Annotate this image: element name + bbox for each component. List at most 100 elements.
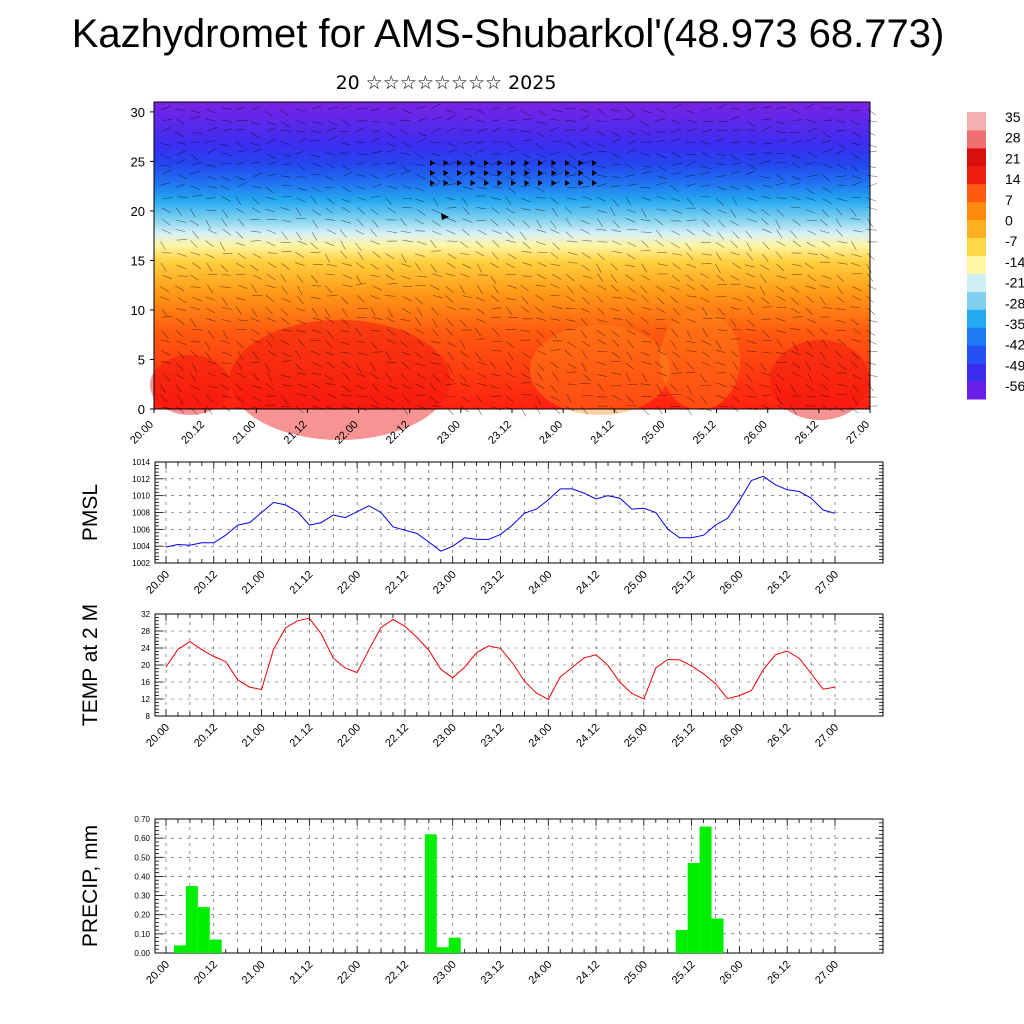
wind-barb xyxy=(477,229,487,236)
precip-x-tick-label: 26.12 xyxy=(765,959,793,987)
wind-barb xyxy=(851,253,862,258)
wind-barb xyxy=(716,198,724,206)
wind-barb xyxy=(656,405,663,415)
wind-barb xyxy=(747,306,754,316)
wind-barb xyxy=(342,262,352,267)
wind-barb xyxy=(790,384,797,394)
wind-barb xyxy=(867,175,878,177)
wind-barb xyxy=(686,330,692,340)
wind-barb xyxy=(280,374,291,378)
precip-y-tick-label: 0.60 xyxy=(134,834,150,843)
cool-pocket xyxy=(660,310,740,410)
wind-barb xyxy=(250,339,261,344)
wind-barb xyxy=(821,140,832,144)
wind-barb xyxy=(822,307,833,309)
wind-barb xyxy=(612,338,620,347)
wind-barb xyxy=(625,196,632,206)
wind-barb xyxy=(564,349,573,358)
wind-barb xyxy=(386,162,397,164)
jet-flag xyxy=(443,160,449,166)
wind-barb xyxy=(267,372,273,382)
wind-barb xyxy=(657,263,668,267)
wind-barb xyxy=(806,242,816,248)
wind-barb xyxy=(207,127,217,132)
wind-barb xyxy=(400,169,410,175)
wind-barb xyxy=(475,141,486,144)
wind-barb xyxy=(807,230,817,236)
wind-barb xyxy=(190,220,199,226)
wind-barb xyxy=(327,264,337,267)
wind-barb xyxy=(251,308,258,318)
temp-y-tick-label: 32 xyxy=(141,610,150,619)
wind-barb xyxy=(297,338,306,347)
wind-barb xyxy=(730,385,740,390)
wind-barb xyxy=(597,319,608,323)
wind-barb xyxy=(819,296,827,306)
wind-barb xyxy=(819,218,828,226)
wind-barb xyxy=(310,339,321,342)
wind-barb xyxy=(461,361,469,371)
wind-barb xyxy=(550,119,561,121)
wind-barb xyxy=(281,395,289,404)
wind-barb xyxy=(505,372,516,378)
wind-barb xyxy=(641,110,652,113)
wind-barb xyxy=(355,283,366,285)
heatmap-y-tick-label: 30 xyxy=(131,105,145,120)
wind-barb xyxy=(640,285,648,294)
wind-barb xyxy=(431,116,442,120)
wind-barb xyxy=(177,174,188,179)
wind-barb xyxy=(190,208,196,218)
wind-barb xyxy=(492,284,499,294)
pmsl-x-tick-label: 23.00 xyxy=(431,569,459,597)
wind-barb xyxy=(535,396,542,405)
wind-barb xyxy=(222,152,233,157)
wind-barb xyxy=(265,186,274,194)
wind-barb xyxy=(626,209,636,213)
wind-barb xyxy=(791,162,801,169)
wind-barb xyxy=(761,209,770,216)
wind-barb xyxy=(775,182,786,186)
wind-barb xyxy=(567,363,577,369)
wind-barb xyxy=(657,371,667,377)
wind-barb xyxy=(204,253,215,259)
pmsl-x-tick-label: 24.12 xyxy=(574,569,602,597)
wind-barb xyxy=(550,283,560,289)
wind-barb xyxy=(656,182,666,186)
wind-barb xyxy=(867,206,878,211)
wind-barb xyxy=(760,160,770,164)
wind-barb xyxy=(747,163,757,170)
wind-barb xyxy=(311,329,322,334)
wind-barb xyxy=(370,263,379,270)
wind-barb xyxy=(852,175,862,180)
wind-barb xyxy=(505,297,516,301)
wind-barb xyxy=(325,241,335,247)
wind-barb xyxy=(387,207,397,214)
wind-barb xyxy=(356,275,362,285)
wind-barb xyxy=(536,219,542,229)
wind-barb xyxy=(177,252,187,257)
wind-barb xyxy=(250,132,261,138)
wind-barb xyxy=(415,363,426,367)
wind-barb xyxy=(429,396,438,404)
wind-barb xyxy=(250,161,260,164)
wind-barb xyxy=(610,284,619,292)
wind-barb xyxy=(235,242,246,246)
wind-barb xyxy=(400,218,407,227)
wind-barb xyxy=(281,130,292,132)
wind-barb xyxy=(372,285,382,291)
wind-barb xyxy=(370,196,381,198)
jet-flag xyxy=(565,180,570,186)
wind-barb xyxy=(235,262,245,269)
heatmap-x-tick-label: 24.12 xyxy=(588,419,616,447)
pmsl-x-tick-label: 22.12 xyxy=(383,569,411,597)
wind-barb xyxy=(835,329,846,332)
wind-barb xyxy=(311,231,318,241)
wind-barb xyxy=(267,252,278,254)
wind-barb xyxy=(206,307,216,314)
wind-barb xyxy=(280,109,289,116)
wind-barb xyxy=(357,352,368,356)
wind-barb xyxy=(522,118,533,120)
wind-barb xyxy=(610,164,621,166)
wind-barb xyxy=(312,317,323,321)
wind-barb xyxy=(699,171,710,176)
